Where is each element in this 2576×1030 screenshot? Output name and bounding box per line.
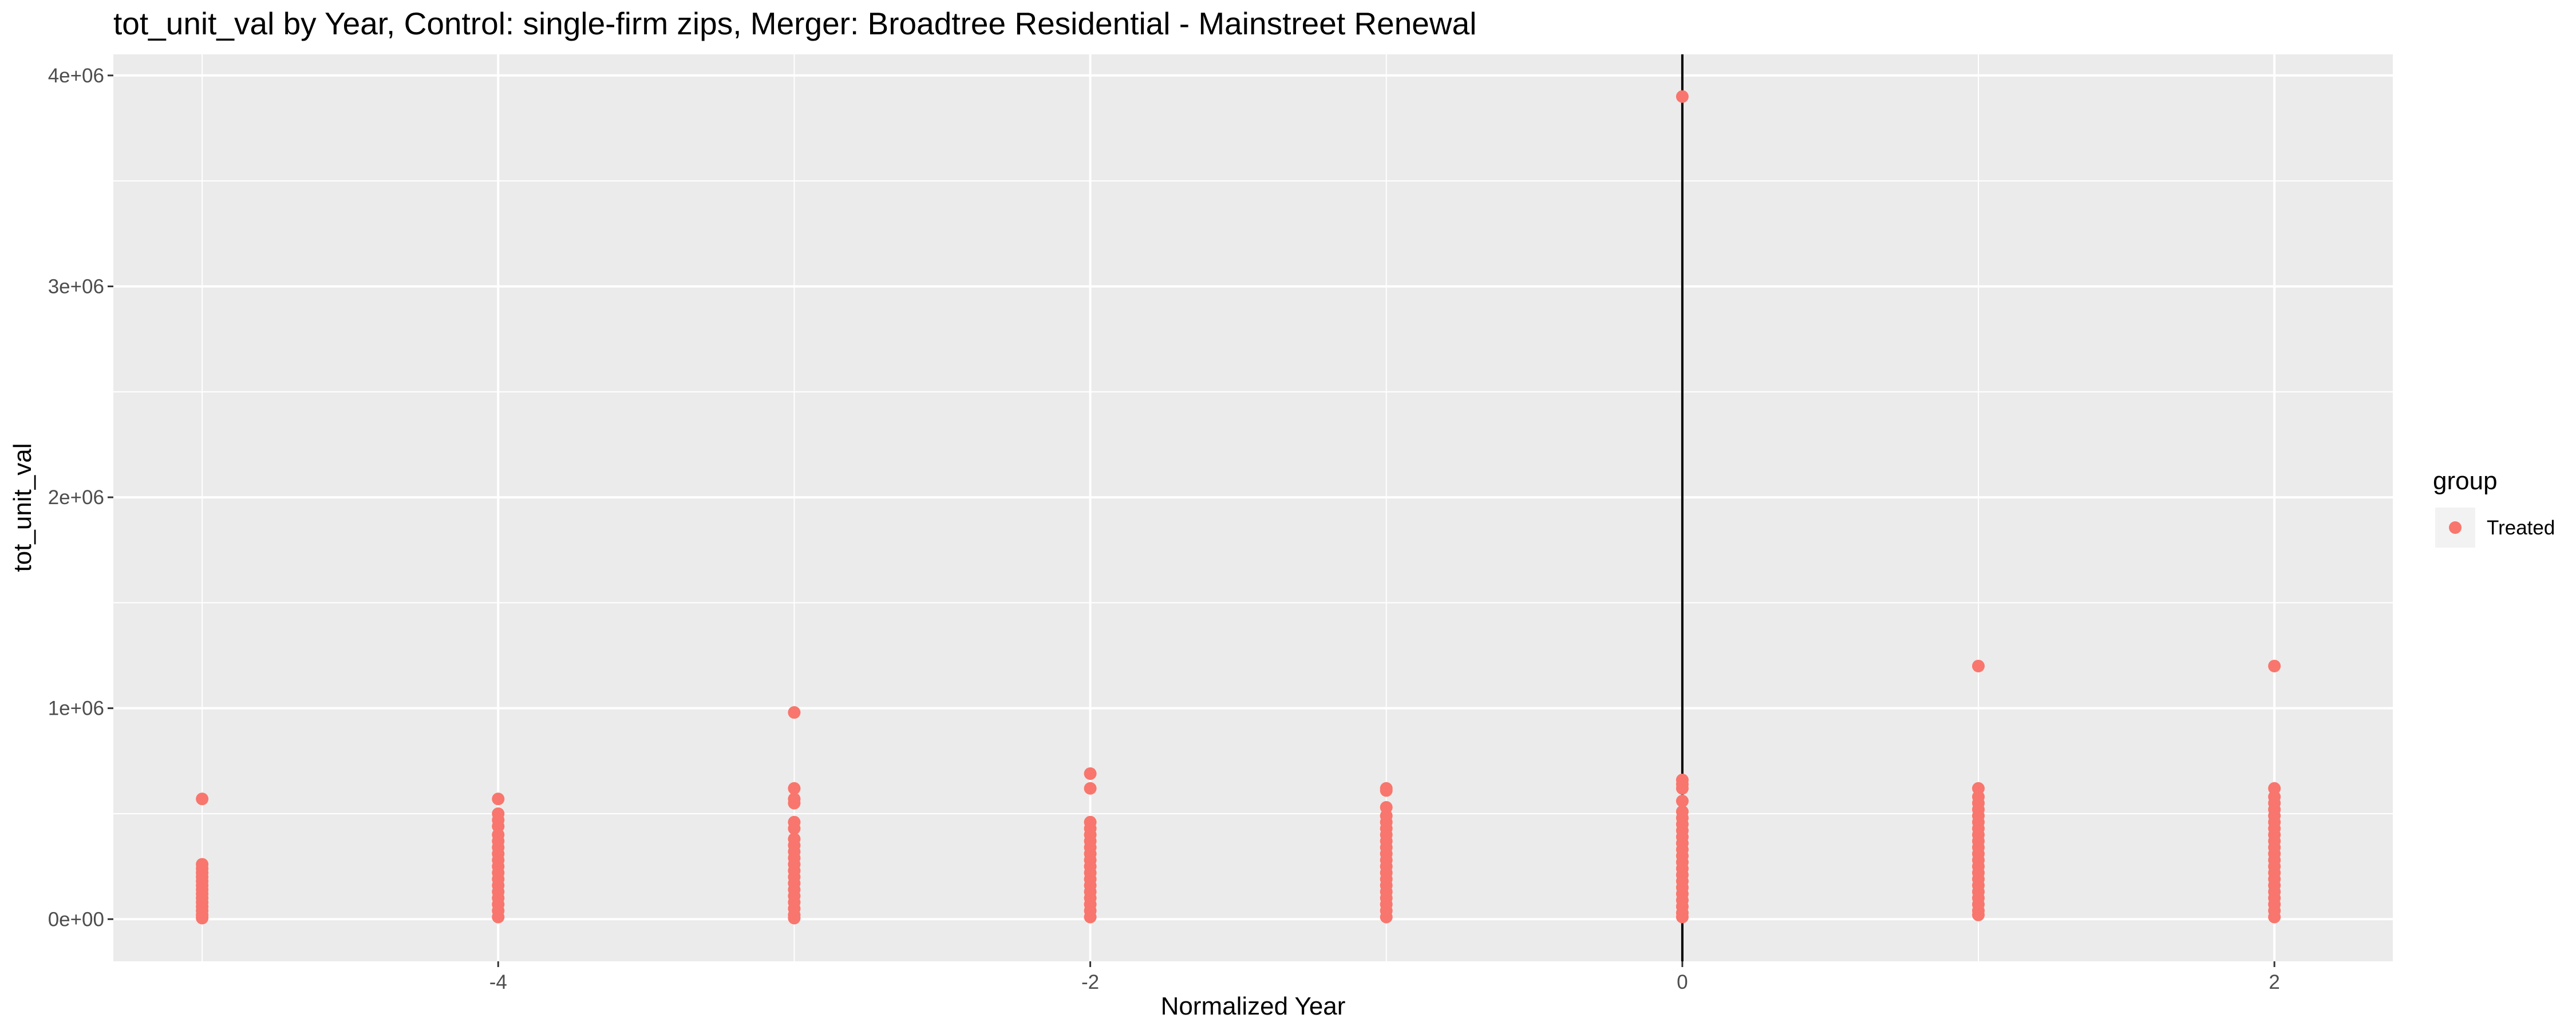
y-axis-title: tot_unit_val xyxy=(9,443,37,572)
x-axis: -4 -2 0 2 xyxy=(489,961,2280,993)
data-point xyxy=(788,782,801,795)
data-point xyxy=(196,793,209,806)
y-tick-label: 3e+06 xyxy=(48,275,104,298)
y-tick-label: 1e+06 xyxy=(48,698,104,720)
data-point xyxy=(788,706,801,719)
data-point xyxy=(1676,90,1689,103)
y-axis: 0e+00 1e+06 2e+06 3e+06 4e+06 xyxy=(48,65,113,930)
data-point xyxy=(788,912,801,925)
data-point xyxy=(1380,910,1393,924)
legend-label-treated: Treated xyxy=(2487,517,2555,539)
x-tick-label: 0 xyxy=(1677,971,1688,993)
data-point xyxy=(1084,767,1097,780)
x-tick-label: 2 xyxy=(2269,971,2279,993)
chart-title: tot_unit_val by Year, Control: single-fi… xyxy=(113,6,1476,41)
data-points xyxy=(196,90,2281,925)
data-point xyxy=(1380,784,1393,797)
data-point xyxy=(1084,910,1097,924)
data-point xyxy=(1084,782,1097,795)
y-tick-label: 2e+06 xyxy=(48,486,104,509)
legend: group Treated xyxy=(2433,467,2555,548)
y-tick-label: 0e+00 xyxy=(48,908,104,930)
data-point xyxy=(788,797,801,810)
data-point xyxy=(1676,910,1689,924)
data-point xyxy=(492,910,505,924)
data-point xyxy=(1972,908,1985,921)
data-point xyxy=(492,793,505,806)
data-point xyxy=(1676,794,1689,807)
x-tick-label: -2 xyxy=(1081,971,1099,993)
plot-panel xyxy=(113,54,2393,961)
legend-key-treated xyxy=(2449,521,2462,534)
data-point xyxy=(196,912,209,925)
data-point xyxy=(1676,782,1689,795)
x-tick-label: -4 xyxy=(489,971,507,993)
data-point xyxy=(1972,659,1985,672)
y-tick-label: 4e+06 xyxy=(48,65,104,87)
data-point xyxy=(788,822,801,835)
data-point xyxy=(2268,910,2281,924)
data-point xyxy=(2268,659,2281,672)
x-axis-title: Normalized Year xyxy=(1161,992,1346,1020)
legend-title: group xyxy=(2433,467,2498,495)
